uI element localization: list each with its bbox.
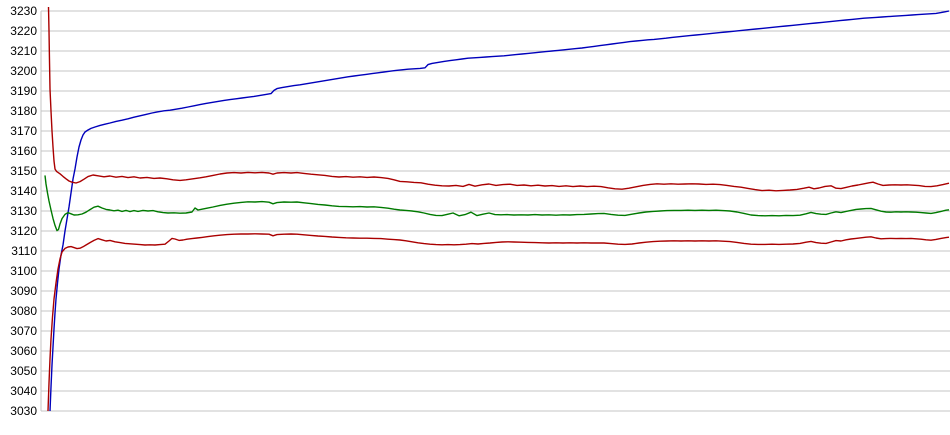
series-mean-line (44, 175, 950, 232)
y-tick-label: 3050 (10, 364, 37, 378)
y-tick-label: 3120 (10, 224, 37, 238)
y-tick-label: 3220 (10, 24, 37, 38)
y-tick-label: 3160 (10, 144, 37, 158)
y-tick-label: 3170 (10, 124, 37, 138)
y-tick-label: 3130 (10, 204, 37, 218)
y-tick-label: 3030 (10, 404, 37, 418)
y-tick-label: 3060 (10, 344, 37, 358)
y-tick-label: 3070 (10, 324, 37, 338)
y-tick-label: 3230 (10, 4, 37, 18)
y-tick-label: 3210 (10, 44, 37, 58)
y-tick-label: 3180 (10, 104, 37, 118)
y-tick-label: 3080 (10, 304, 37, 318)
y-tick-label: 3090 (10, 284, 37, 298)
y-tick-label: 3200 (10, 64, 37, 78)
y-tick-label: 3190 (10, 84, 37, 98)
series-lower-band-line (47, 233, 950, 412)
y-tick-label: 3140 (10, 184, 37, 198)
y-tick-label: 3110 (11, 244, 37, 258)
y-tick-label: 3040 (10, 384, 37, 398)
series-upper-band-line (47, 6, 950, 192)
y-tick-label: 3150 (10, 164, 37, 178)
y-tick-label: 3100 (10, 264, 37, 278)
series-best-so-far-line (49, 10, 950, 412)
